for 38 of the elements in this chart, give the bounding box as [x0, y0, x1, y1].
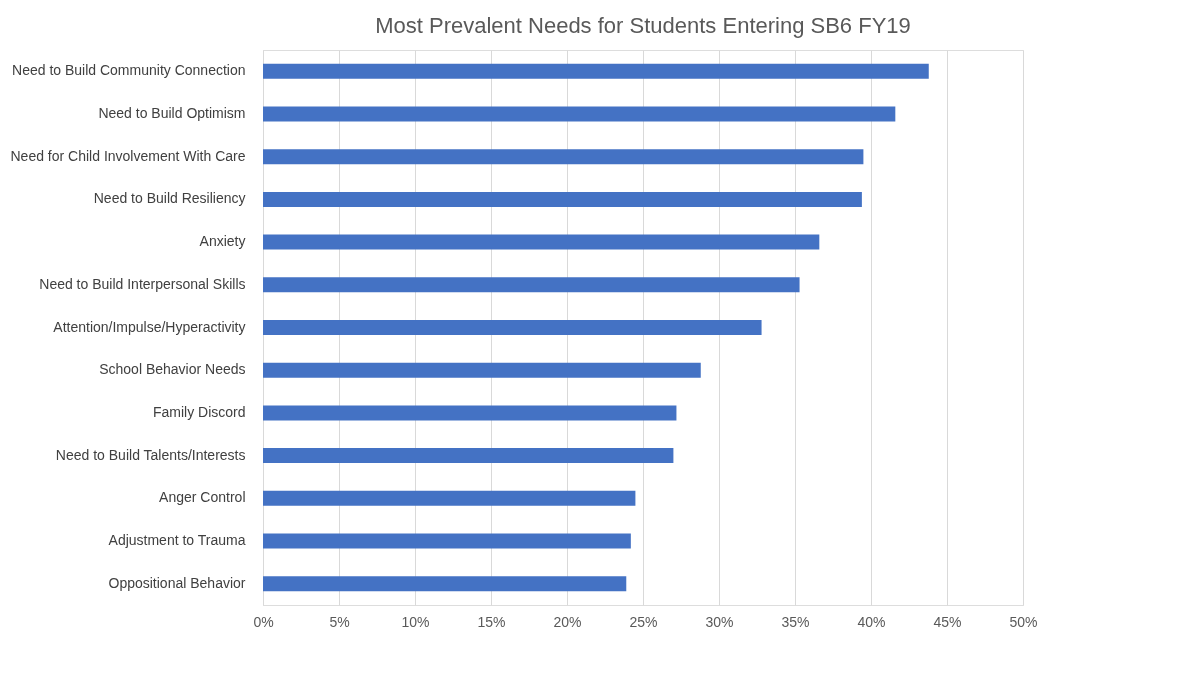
y-tick-label: Need to Build Resiliency: [93, 190, 246, 207]
y-tick-label: Need to Build Optimism: [98, 105, 246, 122]
x-tick-label: 0%: [253, 613, 274, 630]
y-tick-label: Need to Build Talents/Interests: [55, 446, 246, 463]
y-tick-label: Anger Control: [159, 489, 246, 506]
y-tick-label: Need for Child Involvement With Care: [10, 147, 246, 164]
y-tick-label: Anxiety: [199, 233, 246, 250]
y-tick-label: Adjustment to Trauma: [108, 531, 246, 548]
y-tick-label: Family Discord: [152, 403, 246, 420]
x-tick-label: 50%: [1009, 613, 1038, 630]
x-tick-label: 45%: [933, 613, 962, 630]
bar: [263, 320, 762, 335]
bar: [263, 362, 701, 378]
x-tick-label: 10%: [401, 613, 430, 630]
bar: [263, 277, 800, 293]
bar: [263, 448, 674, 464]
y-tick-label: Need to Build Interpersonal Skills: [39, 275, 246, 292]
x-tick-label: 15%: [477, 613, 506, 630]
bar: [263, 106, 896, 122]
y-tick-label: School Behavior Needs: [99, 361, 246, 378]
bar: [263, 63, 929, 79]
x-tick-label: 40%: [857, 613, 886, 630]
bar: [263, 576, 627, 592]
chart-title: Most Prevalent Needs for Students Entering SB6 FY19: [375, 13, 911, 38]
bar: [263, 149, 864, 165]
bar: [263, 533, 631, 549]
bar: [263, 191, 862, 207]
bar: [263, 234, 820, 250]
y-tick-label: Oppositional Behavior: [108, 574, 246, 591]
x-tick-label: 20%: [553, 613, 582, 630]
y-tick-label: Need to Build Community Connection: [12, 62, 246, 79]
bar: [263, 405, 677, 421]
x-tick-label: 30%: [705, 613, 734, 630]
bar: [263, 490, 636, 506]
x-tick-label: 25%: [629, 613, 658, 630]
x-tick-label: 5%: [329, 613, 350, 630]
x-tick-label: 35%: [781, 613, 810, 630]
y-tick-label: Attention/Impulse/Hyperactivity: [53, 318, 246, 335]
